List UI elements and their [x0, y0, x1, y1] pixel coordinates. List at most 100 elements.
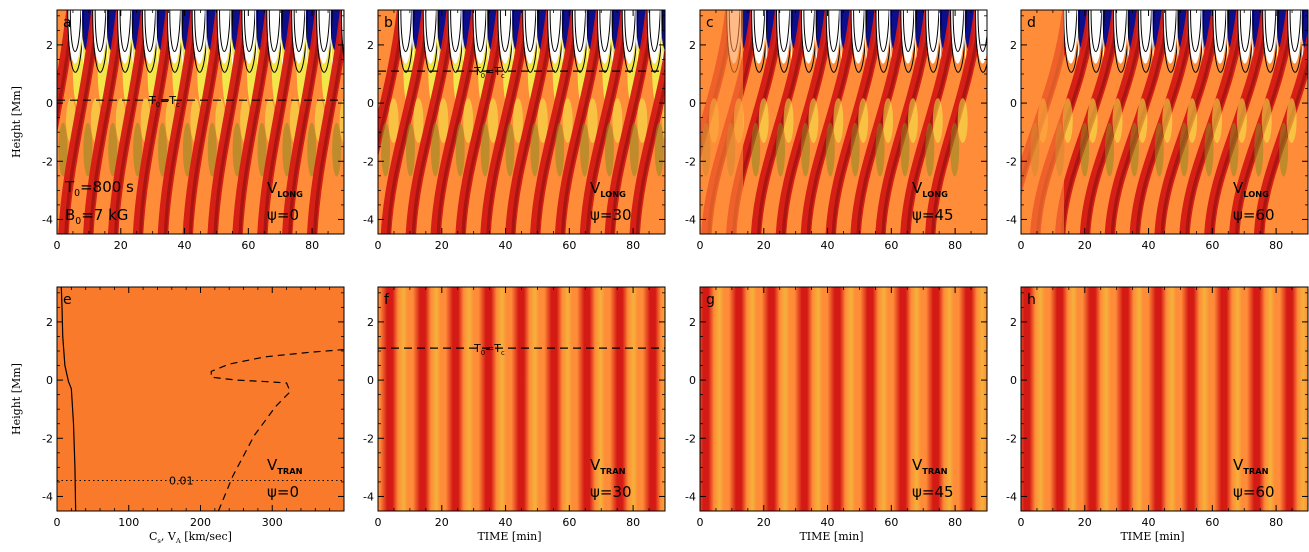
panel-f-xtick: 20 [435, 516, 449, 529]
panel-e-ytick: -2 [42, 432, 53, 445]
panel-a-psi: ψ=0 [267, 206, 299, 224]
panel-f-ytick: 0 [367, 374, 374, 387]
panel-c-psi: ψ=45 [912, 206, 954, 224]
panel-g-label: g [706, 292, 715, 308]
panel-g-ytick: 2 [689, 316, 696, 329]
panel-g-xlabel: TIME [min] [799, 530, 863, 543]
panel-d-xtick: 80 [1269, 239, 1283, 252]
panel-d-ytick: -2 [1006, 155, 1017, 168]
panel-c-xtick: 20 [757, 239, 771, 252]
panel-f-ytick: -4 [363, 490, 374, 503]
panel-h-psi: ψ=60 [1233, 483, 1275, 501]
panel-g-ytick: -4 [685, 490, 696, 503]
panel-b-ytick: 0 [367, 97, 374, 110]
panel-c-xtick: 60 [884, 239, 898, 252]
panel-e-xtick: 300 [262, 516, 283, 529]
panel-e-ylabel: Height [Mm] [10, 363, 23, 435]
panel-b-label: b [384, 15, 393, 31]
panel-d-psi: ψ=60 [1233, 206, 1275, 224]
panel-a-xtick: 20 [114, 239, 128, 252]
panel-e-variable: VTRAN [267, 456, 303, 476]
panel-c-xtick: 80 [948, 239, 962, 252]
panel-h-label: h [1027, 292, 1036, 308]
panel-f-psi: ψ=30 [590, 483, 632, 501]
panel-b-xtick: 20 [435, 239, 449, 252]
panel-a-ytick: -2 [42, 155, 53, 168]
panel-g-psi: ψ=45 [912, 483, 954, 501]
panel-a-variable: VLONG [267, 179, 303, 199]
panel-a-period: T0=800 s [64, 178, 134, 199]
panel-e-ytick: 0 [46, 374, 53, 387]
panel-h-ytick: 0 [1010, 374, 1017, 387]
panel-d-ytick: 2 [1010, 39, 1017, 52]
panel-e-ytick: 2 [46, 316, 53, 329]
panel-h-xtick: 20 [1078, 516, 1092, 529]
panel-a-ytick: 0 [46, 97, 53, 110]
panel-f-ytick: -2 [363, 432, 374, 445]
panel-d-image [1021, 10, 1308, 234]
panel-g-variable: VTRAN [912, 456, 948, 476]
panel-f-xtick: 60 [562, 516, 576, 529]
panel-e-ytick: -4 [42, 490, 53, 503]
panel-f-ytick: 2 [367, 316, 374, 329]
panel-c-ytick: -4 [685, 213, 696, 226]
panel-a-field: B0=7 kG [65, 206, 128, 227]
panel-a-ytick: -4 [42, 213, 53, 226]
panel-h-xtick: 60 [1205, 516, 1219, 529]
panel-c-xtick: 40 [821, 239, 835, 252]
panel-h-xlabel: TIME [min] [1120, 530, 1184, 543]
panel-b-image [378, 10, 665, 234]
panel-d-ytick: -4 [1006, 213, 1017, 226]
panel-g-xtick: 20 [757, 516, 771, 529]
panel-h-xtick: 80 [1269, 516, 1283, 529]
panel-a-xtick: 40 [178, 239, 192, 252]
panel-h-variable: VTRAN [1233, 456, 1269, 476]
panel-a-xtick: 0 [54, 239, 61, 252]
panel-f-cutoff-label: T0=Tc [473, 342, 505, 357]
panel-b-ytick: -2 [363, 155, 374, 168]
panel-b-psi: ψ=30 [590, 206, 632, 224]
panel-c-image [700, 10, 987, 234]
panel-g-xtick: 0 [697, 516, 704, 529]
panel-b-ytick: -4 [363, 213, 374, 226]
panel-d-variable: VLONG [1233, 179, 1269, 199]
panel-d-xtick: 20 [1078, 239, 1092, 252]
panel-h-ytick: -4 [1006, 490, 1017, 503]
panel-c-ytick: -2 [685, 155, 696, 168]
panel-b-xtick: 80 [626, 239, 640, 252]
panel-c-variable: VLONG [912, 179, 948, 199]
panel-a-ylabel: Height [Mm] [10, 86, 23, 158]
panel-a-xtick: 80 [305, 239, 319, 252]
panel-b-ytick: 2 [367, 39, 374, 52]
panel-d-xtick: 60 [1205, 239, 1219, 252]
panel-e-xtick: 200 [190, 516, 211, 529]
panel-f-xtick: 80 [626, 516, 640, 529]
panel-d-label: d [1027, 15, 1036, 31]
panel-e-xtick: 0 [54, 516, 61, 529]
panel-a-image [57, 10, 344, 234]
panel-h-ytick: -2 [1006, 432, 1017, 445]
panel-h-image [1021, 287, 1308, 511]
panel-e-label: e [63, 292, 72, 308]
panel-g-ytick: -2 [685, 432, 696, 445]
panel-g-image [700, 287, 987, 511]
panel-h-ytick: 2 [1010, 316, 1017, 329]
panel-f-label: f [384, 292, 390, 308]
panel-e-beta-label: 0.01 [169, 474, 194, 487]
panel-b-xtick: 60 [562, 239, 576, 252]
panel-e-xlabel: Cs, VA [km/sec] [149, 530, 232, 545]
panel-a-label: a [63, 15, 72, 31]
panel-h-xtick: 0 [1018, 516, 1025, 529]
panel-e-psi: ψ=0 [267, 483, 299, 501]
panel-a-xtick: 60 [241, 239, 255, 252]
sound-speed-curve [60, 287, 77, 511]
alfven-speed-curve [210, 348, 344, 511]
panel-f-xtick: 40 [499, 516, 513, 529]
panel-b-cutoff-label: T0=Tc [473, 65, 505, 80]
panel-c-ytick: 2 [689, 39, 696, 52]
panel-h-xtick: 40 [1142, 516, 1156, 529]
panel-d-xtick: 0 [1018, 239, 1025, 252]
panel-b-variable: VLONG [590, 179, 626, 199]
panel-f-xlabel: TIME [min] [477, 530, 541, 543]
